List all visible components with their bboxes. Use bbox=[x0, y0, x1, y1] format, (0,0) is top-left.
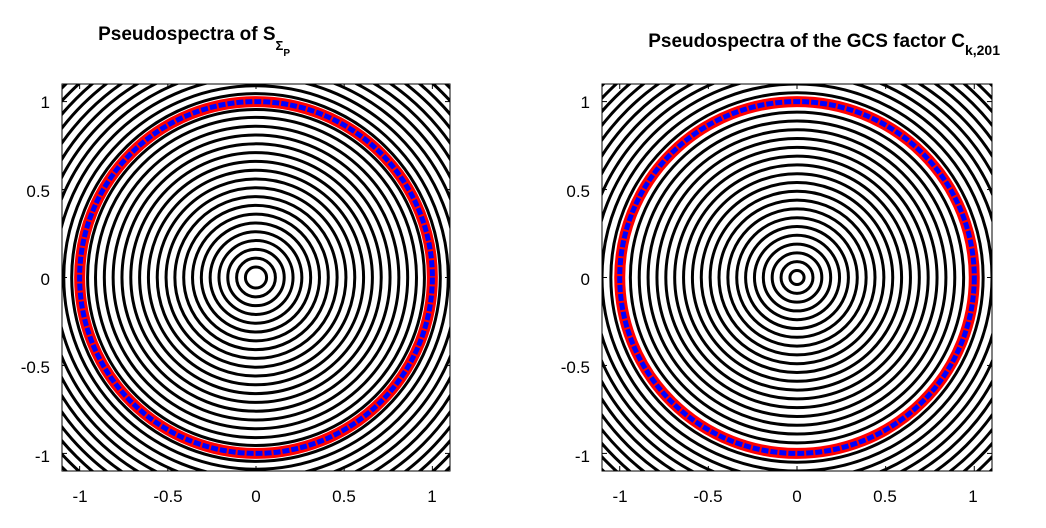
left-contour-line bbox=[235, 256, 277, 299]
left-contour-line bbox=[86, 108, 426, 447]
left-x-tick-labels: -1 -0.5 0 0.5 1 bbox=[72, 487, 436, 506]
right-contour-line bbox=[682, 163, 912, 392]
left-contour-line bbox=[164, 186, 348, 369]
right-y-tick-label: 1 bbox=[581, 93, 590, 112]
left-title-main: Pseudospectra of S bbox=[98, 24, 275, 45]
left-y-tick-label: -1 bbox=[35, 447, 50, 466]
left-contour-line bbox=[120, 142, 392, 413]
right-contour-line bbox=[708, 189, 886, 366]
right-chart-title: Pseudospectra of the GCS factor Ck,201 bbox=[648, 31, 1000, 58]
left-contour-line bbox=[94, 115, 418, 440]
right-contour-line bbox=[673, 154, 921, 401]
right-contour-line bbox=[690, 172, 904, 383]
left-contour-line bbox=[70, 92, 442, 463]
left-chart: Pseudospectra of SΣP 1 0.5 0 -0.5 -1 -1 … bbox=[21, 24, 451, 506]
right-contour-line bbox=[735, 216, 859, 339]
right-y-tick-label: 0 bbox=[581, 270, 590, 289]
left-x-tick-label: 0 bbox=[251, 487, 260, 506]
right-x-tick-label: 0.5 bbox=[873, 487, 897, 506]
left-contour-line bbox=[173, 195, 339, 360]
right-contour-line bbox=[699, 181, 895, 374]
left-y-tick-label: 0 bbox=[41, 270, 50, 289]
right-title-subscript: k,201 bbox=[965, 42, 1000, 58]
right-contour-line bbox=[628, 110, 966, 445]
left-y-tick-label: 1 bbox=[41, 93, 50, 112]
right-contour-line bbox=[717, 198, 877, 357]
right-contour-line bbox=[655, 137, 939, 418]
left-y-tick-label: 0.5 bbox=[26, 182, 50, 201]
left-plot-area bbox=[62, 84, 450, 471]
right-boundary-blue bbox=[617, 99, 977, 456]
right-x-tick-label: 1 bbox=[968, 487, 977, 506]
right-y-tick-label: -0.5 bbox=[561, 358, 590, 377]
left-contour-line bbox=[155, 177, 357, 378]
left-chart-title: Pseudospectra of SΣP bbox=[98, 24, 290, 59]
right-x-tick-label: -1 bbox=[612, 487, 627, 506]
right-contour-line bbox=[726, 207, 868, 348]
right-contour-line bbox=[788, 268, 806, 287]
right-contour-line bbox=[646, 128, 948, 427]
left-contour-line bbox=[217, 239, 295, 316]
left-contour-line bbox=[208, 230, 304, 325]
right-contour-line bbox=[761, 242, 833, 313]
left-x-tick-label: 0.5 bbox=[332, 487, 356, 506]
left-contour-line bbox=[182, 203, 330, 352]
left-x-tick-label: 1 bbox=[427, 487, 436, 506]
right-contour-line bbox=[752, 233, 842, 322]
left-y-tick-label: -0.5 bbox=[21, 358, 50, 377]
right-x-tick-label: -0.5 bbox=[693, 487, 722, 506]
right-y-tick-label: 0.5 bbox=[566, 182, 590, 201]
right-y-tick-labels: 1 0.5 0 -0.5 -1 bbox=[561, 93, 590, 466]
left-x-tick-label: -1 bbox=[72, 487, 87, 506]
left-contour-line bbox=[191, 212, 321, 343]
left-contour-line bbox=[226, 247, 286, 308]
right-chart: Pseudospectra of the GCS factor Ck,201 1… bbox=[561, 31, 1000, 506]
left-title-subsubscript: P bbox=[283, 48, 290, 59]
right-contour-line bbox=[744, 224, 850, 331]
right-plot-area bbox=[602, 84, 992, 471]
right-contour-line bbox=[770, 251, 824, 304]
left-contour-line bbox=[146, 168, 366, 387]
left-boundary-blue bbox=[77, 99, 435, 456]
left-contour-line bbox=[199, 221, 313, 334]
right-contour-line bbox=[637, 119, 957, 436]
left-contour-line bbox=[102, 124, 410, 431]
right-contour-line bbox=[779, 260, 815, 295]
left-contour-line bbox=[111, 133, 401, 422]
right-title-main: Pseudospectra of the GCS factor C bbox=[648, 31, 965, 52]
right-x-tick-label: 0 bbox=[792, 487, 801, 506]
left-x-tick-label: -0.5 bbox=[153, 487, 182, 506]
left-contour-line bbox=[243, 265, 269, 290]
right-contour-line bbox=[609, 91, 985, 464]
left-contour-line bbox=[138, 159, 374, 396]
right-x-tick-labels: -1 -0.5 0 0.5 1 bbox=[612, 487, 977, 506]
left-contour-line bbox=[129, 151, 383, 404]
right-contour-line bbox=[664, 145, 930, 410]
left-y-tick-labels: 1 0.5 0 -0.5 -1 bbox=[21, 93, 50, 466]
left-title-subscript: Σ bbox=[276, 38, 284, 53]
right-plot-background bbox=[602, 84, 992, 471]
right-y-tick-label: -1 bbox=[575, 447, 590, 466]
